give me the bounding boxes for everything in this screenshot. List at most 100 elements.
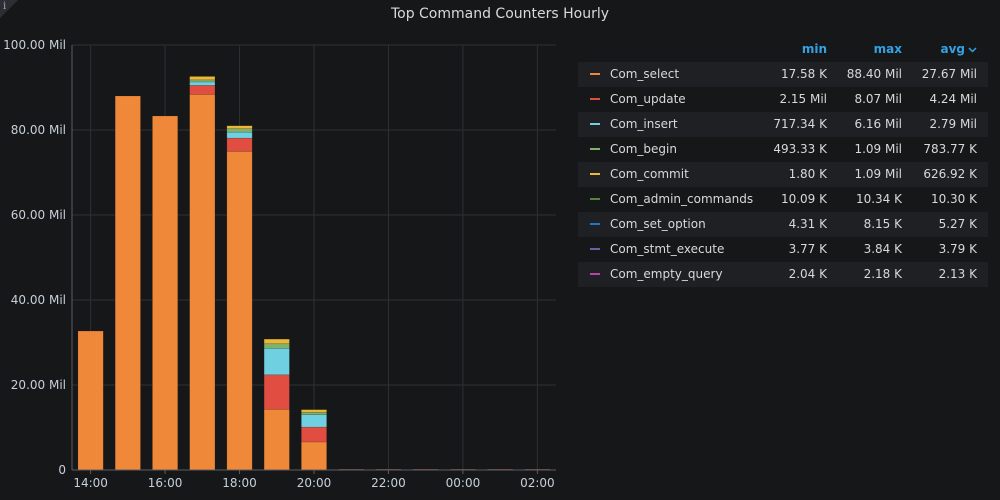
bar-segment <box>114 95 141 471</box>
x-tick-label: 02:00 <box>520 476 555 490</box>
bar-segment <box>77 330 104 471</box>
legend-min-value: 1.80 K <box>788 167 827 181</box>
legend-avg-value: 2.13 K <box>938 267 977 281</box>
y-tick-label: 0 <box>58 463 66 477</box>
legend-swatch <box>590 173 600 175</box>
bar-segment <box>226 128 253 133</box>
legend-header-avg-label: avg <box>940 42 965 56</box>
legend-max-value: 10.34 K <box>855 192 902 206</box>
legend-min-value: 2.04 K <box>788 267 827 281</box>
legend-swatch <box>590 273 600 275</box>
bar-segment <box>226 137 253 152</box>
legend-avg-value: 783.77 K <box>923 142 977 156</box>
x-tick-label: 22:00 <box>371 476 406 490</box>
axes: 0 20.00 Mil 40.00 Mil 60.00 Mil 80.00 Mil 100… <box>3 38 556 490</box>
bar-segment <box>263 338 290 345</box>
bar-segment <box>301 441 327 471</box>
legend-swatch <box>590 73 600 75</box>
panel-info-corner[interactable] <box>0 0 18 18</box>
y-tick-label: 100.00 Mil <box>3 38 66 52</box>
legend-max-value: 6.16 Mil <box>854 117 902 131</box>
legend-row[interactable]: Com_update 2.15 Mil 8.07 Mil 4.24 Mil <box>578 87 988 112</box>
legend-min-value: 717.34 K <box>773 117 827 131</box>
legend-row[interactable]: Com_empty_query 2.04 K 2.18 K 2.13 K <box>578 262 988 287</box>
legend-series-name[interactable]: Com_insert <box>610 117 678 131</box>
x-tick-label: 20:00 <box>297 476 332 490</box>
legend-avg-value: 4.24 Mil <box>929 92 977 106</box>
legend-min-value: 3.77 K <box>788 242 827 256</box>
bar-segment <box>152 115 178 471</box>
legend-avg-value: 626.92 K <box>923 167 977 181</box>
legend-table: min max avg Com_select 17.58 K 88.40 Mil 27… <box>578 36 988 287</box>
legend-row[interactable]: Com_select 17.58 K 88.40 Mil 27.67 Mil <box>578 62 988 87</box>
legend-series-name[interactable]: Com_empty_query <box>610 267 723 281</box>
legend-series-name[interactable]: Com_admin_commands <box>610 192 754 206</box>
bar-segment <box>263 408 290 471</box>
legend-max-value: 1.09 Mil <box>854 167 902 181</box>
y-tick-label: 20.00 Mil <box>11 378 66 392</box>
legend-avg-value: 10.30 K <box>930 192 977 206</box>
legend-avg-value: 27.67 Mil <box>921 67 977 81</box>
bar-segment <box>226 125 253 129</box>
legend-series-name[interactable]: Com_commit <box>610 167 689 181</box>
legend-avg-value: 2.79 Mil <box>929 117 977 131</box>
legend-swatch <box>590 198 600 200</box>
legend-row[interactable]: Com_stmt_execute 3.77 K 3.84 K 3.79 K <box>578 237 988 262</box>
bar-segment <box>263 343 290 349</box>
legend-header-max[interactable]: max <box>873 42 902 56</box>
grid <box>72 44 556 471</box>
bar-segment <box>189 76 216 81</box>
legend-min-value: 2.15 Mil <box>779 92 827 106</box>
chevron-down-icon <box>968 47 977 53</box>
legend-header-avg[interactable]: avg <box>907 42 977 56</box>
legend-max-value: 88.40 Mil <box>846 67 902 81</box>
bar-segment <box>301 411 327 416</box>
legend-swatch <box>590 98 600 100</box>
legend-min-value: 10.09 K <box>780 192 827 206</box>
legend-series-name[interactable]: Com_begin <box>610 142 677 156</box>
y-tick-label: 60.00 Mil <box>11 208 66 222</box>
bar-segment <box>189 94 216 471</box>
legend-row[interactable]: Com_insert 717.34 K 6.16 Mil 2.79 Mil <box>578 112 988 137</box>
legend-max-value: 8.07 Mil <box>854 92 902 106</box>
bar-segment <box>189 85 216 95</box>
legend-series-name[interactable]: Com_select <box>610 67 680 81</box>
x-tick-label: 00:00 <box>446 476 481 490</box>
bar-segment <box>263 374 290 410</box>
bar-segment <box>301 409 327 413</box>
legend-max-value: 1.09 Mil <box>854 142 902 156</box>
x-tick-label: 16:00 <box>148 476 183 490</box>
legend-swatch <box>590 148 600 150</box>
legend-rows: Com_select 17.58 K 88.40 Mil 27.67 Mil Com_u… <box>578 62 988 287</box>
bar-segment <box>301 426 327 443</box>
legend-series-name[interactable]: Com_set_option <box>610 217 706 231</box>
bars <box>77 76 551 471</box>
legend-swatch <box>590 248 600 250</box>
legend-max-value: 8.15 K <box>863 217 902 231</box>
legend-row[interactable]: Com_begin 493.33 K 1.09 Mil 783.77 K <box>578 137 988 162</box>
legend-header-min[interactable]: min <box>801 42 827 56</box>
legend-series-name[interactable]: Com_update <box>610 92 686 106</box>
x-tick-label: 18:00 <box>222 476 257 490</box>
legend-avg-value: 5.27 K <box>938 217 977 231</box>
legend-avg-value: 3.79 K <box>938 242 977 256</box>
y-tick-label: 80.00 Mil <box>11 123 66 137</box>
legend-swatch <box>590 123 600 125</box>
bar-segment <box>301 414 327 428</box>
legend-row[interactable]: Com_commit 1.80 K 1.09 Mil 626.92 K <box>578 162 988 187</box>
info-icon[interactable]: i <box>3 1 7 12</box>
x-tick-label: 14:00 <box>73 476 108 490</box>
legend-min-value: 493.33 K <box>773 142 827 156</box>
bar-segment <box>189 79 216 83</box>
legend-header: min max avg <box>578 36 988 62</box>
bar-segment <box>226 131 253 139</box>
panel-title[interactable]: Top Command Counters Hourly <box>390 6 610 22</box>
legend-row[interactable]: Com_set_option 4.31 K 8.15 K 5.27 K <box>578 212 988 237</box>
legend-row[interactable]: Com_admin_commands 10.09 K 10.34 K 10.30 K <box>578 187 988 212</box>
legend-max-value: 2.18 K <box>863 267 902 281</box>
legend-series-name[interactable]: Com_stmt_execute <box>610 242 725 256</box>
bar-segment <box>226 151 253 471</box>
legend-min-value: 4.31 K <box>788 217 827 231</box>
bar-segment <box>189 81 216 86</box>
